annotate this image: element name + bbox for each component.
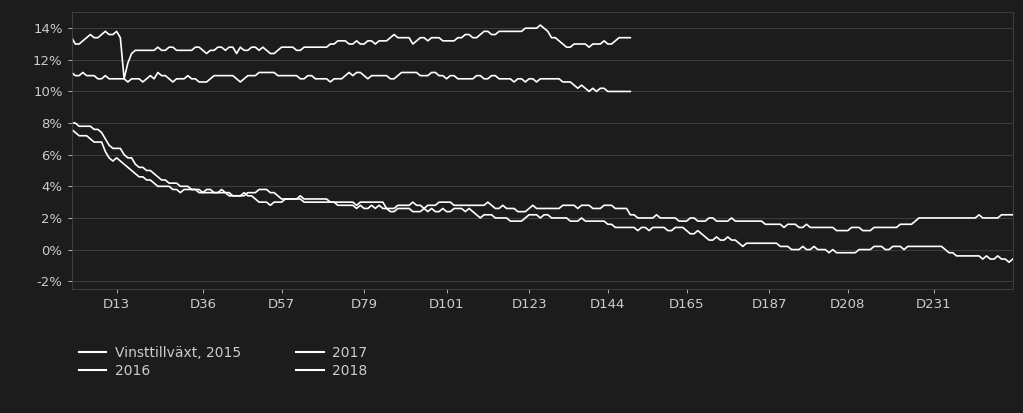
Legend: Vinsttillväxt, 2015, 2016, 2017, 2018: Vinsttillväxt, 2015, 2016, 2017, 2018 <box>79 346 367 378</box>
